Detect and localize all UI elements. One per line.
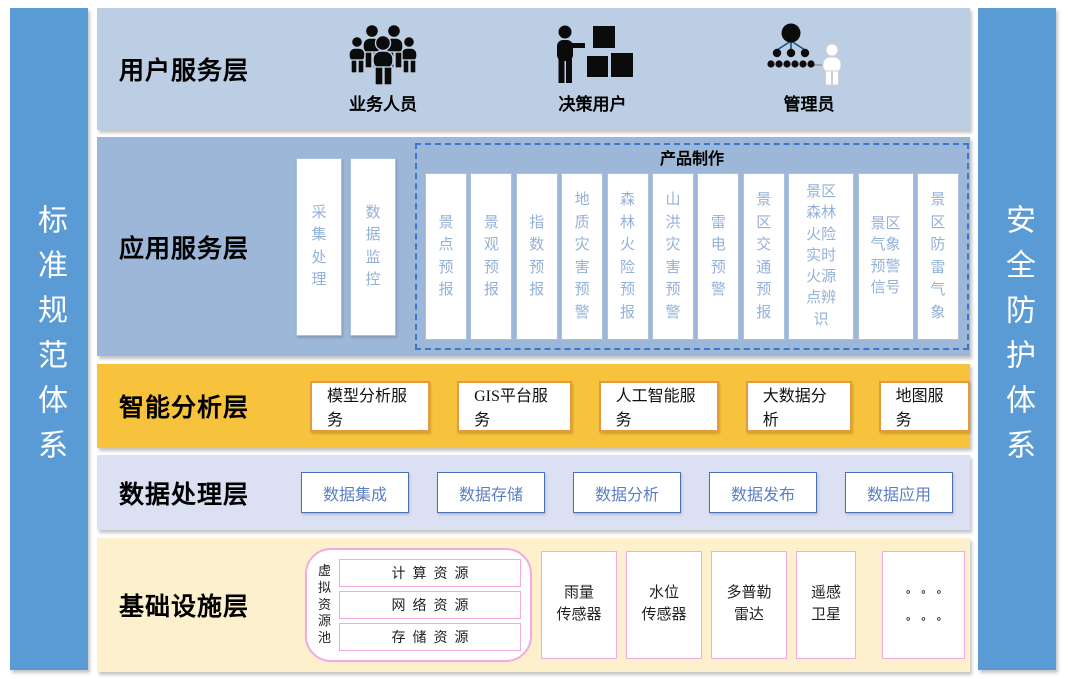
product-item-box: 景点预报 bbox=[425, 173, 467, 340]
product-item-label: 景区气象预警信号 bbox=[870, 215, 901, 296]
admin-icon bbox=[767, 23, 842, 86]
layer-infrastructure: 基础设施层 虚拟资源池 计算资源 网络资源 存储资源 雨量 传感器 水位 传感器… bbox=[97, 538, 970, 672]
product-items: 景点预报 景观预报 指数预报 地质灾害预警 森林火险预报 山洪灾害预警 雷电预警… bbox=[425, 173, 959, 348]
intel-service-box: 地图服务 bbox=[878, 380, 970, 432]
product-item-label: 森林火险预报 bbox=[620, 192, 636, 321]
standards-system-label: 标准规范体系 bbox=[33, 204, 66, 474]
intel-service-box: 大数据分析 bbox=[745, 380, 852, 432]
pool-label: 虚拟资源池 bbox=[317, 562, 331, 646]
business-staff-icon bbox=[348, 23, 418, 86]
product-item-box: 景区森林火险实时火源点辨识 bbox=[788, 173, 855, 340]
layer-title-user: 用户服务层 bbox=[119, 58, 250, 85]
layer-intelligent-analysis: 智能分析层 模型分析服务 GIS平台服务 人工智能服务 大数据分析 地图服务 bbox=[97, 364, 970, 448]
product-item-box: 景区交通预报 bbox=[742, 173, 785, 340]
user-roles: 业务人员 决策用户 bbox=[287, 23, 970, 115]
layer-title-app: 应用服务层 bbox=[119, 235, 250, 263]
pool-resource-box: 存储资源 bbox=[339, 623, 521, 651]
product-item-label: 指数预报 bbox=[529, 214, 545, 299]
intel-service-box: GIS平台服务 bbox=[457, 380, 572, 432]
layers-column: 用户服务层 bbox=[97, 8, 970, 672]
product-group: 产品制作 景点预报 景观预报 指数预报 地质灾害预警 森林火险预报 山洪灾害预警… bbox=[415, 143, 969, 350]
layer-application-service: 应用服务层 采集处理 数据监控 产品制作 景点预报 景观预报 指数预报 地质灾害… bbox=[97, 137, 970, 356]
product-item-label: 山洪灾害预警 bbox=[665, 192, 681, 321]
device-box-water-level-sensor: 水位 传感器 bbox=[626, 551, 702, 659]
product-item-box: 山洪灾害预警 bbox=[651, 173, 694, 340]
product-item-box: 景观预报 bbox=[470, 173, 513, 340]
product-item-box: 景区气象预警信号 bbox=[857, 173, 914, 340]
virtual-resource-pool: 虚拟资源池 计算资源 网络资源 存储资源 bbox=[305, 548, 532, 662]
data-process-box: 数据应用 bbox=[845, 472, 953, 513]
product-item-box: 森林火险预报 bbox=[606, 173, 649, 340]
security-system-bar: 安全防护体系 bbox=[978, 8, 1056, 670]
layer-title-data: 数据处理层 bbox=[119, 481, 250, 509]
layer-title-infra: 基础设施层 bbox=[119, 594, 250, 621]
ellipsis-box: ∘∘∘ ∘∘∘ bbox=[882, 551, 965, 659]
product-group-title: 产品制作 bbox=[659, 151, 724, 168]
product-item-label: 雷电预警 bbox=[710, 214, 726, 299]
product-item-box: 地质灾害预警 bbox=[561, 173, 604, 340]
product-item-label: 景区防雷气象 bbox=[930, 192, 946, 321]
role-decision-user: 决策用户 bbox=[553, 23, 633, 115]
device-box-doppler-radar: 多普勒 雷达 bbox=[711, 551, 787, 659]
data-process-box: 数据集成 bbox=[301, 472, 409, 513]
product-item-label: 景观预报 bbox=[483, 214, 499, 299]
role-business-staff: 业务人员 bbox=[347, 23, 419, 115]
device-box-remote-sensing-satellite: 遥感 卫星 bbox=[796, 551, 856, 659]
layer-title-intel: 智能分析层 bbox=[119, 395, 250, 422]
product-item-label: 地质灾害预警 bbox=[574, 192, 590, 321]
decision-user-icon bbox=[556, 25, 633, 83]
product-item-label: 景区交通预报 bbox=[756, 192, 772, 321]
data-process-box: 数据存储 bbox=[437, 472, 545, 513]
product-item-box: 指数预报 bbox=[515, 173, 558, 340]
intel-content: 模型分析服务 GIS平台服务 人工智能服务 大数据分析 地图服务 bbox=[287, 380, 970, 432]
device-box-rain-sensor: 雨量 传感器 bbox=[541, 551, 617, 659]
role-label: 业务人员 bbox=[349, 95, 417, 114]
layer-data-processing: 数据处理层 数据集成 数据存储 数据分析 数据发布 数据应用 bbox=[97, 455, 970, 530]
layer-user-service: 用户服务层 bbox=[97, 8, 970, 130]
role-label: 决策用户 bbox=[558, 95, 627, 114]
infra-content: 虚拟资源池 计算资源 网络资源 存储资源 雨量 传感器 水位 传感器 多普勒 雷… bbox=[287, 548, 970, 662]
app-service-box: 数据监控 bbox=[350, 157, 396, 336]
pool-resource-box: 计算资源 bbox=[339, 559, 521, 587]
product-item-label: 景区森林火险实时火源点辨识 bbox=[806, 183, 837, 328]
app-service-label: 数据监控 bbox=[365, 204, 381, 289]
intel-service-box: 人工智能服务 bbox=[598, 380, 719, 432]
data-content: 数据集成 数据存储 数据分析 数据发布 数据应用 bbox=[287, 472, 970, 513]
product-item-box: 雷电预警 bbox=[697, 173, 740, 340]
intel-service-box: 模型分析服务 bbox=[310, 380, 431, 432]
standards-system-bar: 标准规范体系 bbox=[10, 8, 88, 670]
role-admin: 管理员 bbox=[766, 23, 852, 115]
pool-items: 计算资源 网络资源 存储资源 bbox=[339, 559, 521, 651]
product-item-box: 景区防雷气象 bbox=[916, 173, 959, 340]
pool-resource-box: 网络资源 bbox=[339, 591, 521, 619]
app-content: 采集处理 数据监控 产品制作 景点预报 景观预报 指数预报 地质灾害预警 森林火… bbox=[287, 143, 970, 350]
product-item-label: 景点预报 bbox=[438, 214, 454, 299]
security-system-label: 安全防护体系 bbox=[1001, 204, 1034, 474]
data-process-box: 数据分析 bbox=[573, 472, 681, 513]
app-service-box: 采集处理 bbox=[296, 157, 342, 336]
role-label: 管理员 bbox=[783, 95, 835, 114]
data-process-box: 数据发布 bbox=[709, 472, 817, 513]
app-service-label: 采集处理 bbox=[311, 204, 327, 289]
